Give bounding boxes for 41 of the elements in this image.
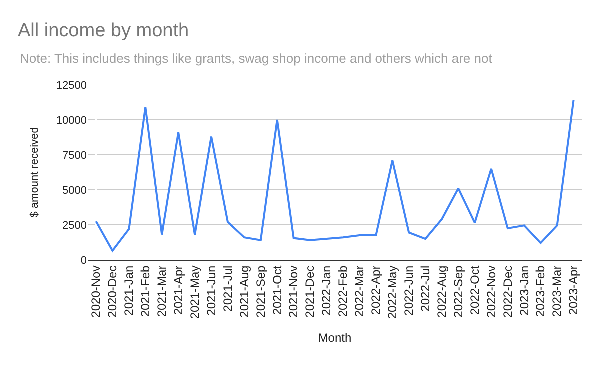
x-tick-label: 2021-Oct: [270, 265, 284, 316]
x-tick-label: 2023-Mar: [550, 266, 564, 318]
y-tick-label: 2500: [62, 220, 87, 232]
x-tick-label: 2021-Feb: [138, 265, 153, 318]
y-tick-label: 7500: [62, 150, 87, 162]
y-tick-label: 12500: [56, 80, 87, 92]
chart-subtitle: Note: This includes things like grants, swag shop income and others which are not: [20, 51, 493, 66]
x-tick-label: 2021-Mar: [155, 266, 169, 318]
x-tick-label: 2021-Jan: [122, 266, 136, 316]
x-tick-label: 2022-Dec: [500, 266, 515, 318]
x-tick-label: 2021-Jul: [220, 266, 235, 312]
x-tick-label: 2022-Mar: [352, 266, 367, 318]
y-axis-title: $ amount received: [29, 127, 42, 218]
x-tick-label: 2020-Dec: [106, 266, 120, 318]
line-series: [95, 99, 575, 252]
x-tick-label: 2023-Feb: [534, 265, 548, 318]
x-tick-label: 2021-May: [188, 266, 202, 320]
x-tick-label: 2021-Aug: [237, 266, 252, 318]
x-tick-label: 2022-Oct: [468, 265, 482, 316]
x-tick-label: 2022-Feb: [336, 265, 350, 318]
chart-title: All income by month: [18, 20, 190, 42]
x-tick-label: 2023-Jan: [517, 266, 532, 316]
x-tick-label: 2021-Sep: [254, 265, 268, 318]
x-tick-label: 2022-Aug: [434, 266, 449, 318]
x-tick-label: 2021-Apr: [171, 266, 186, 316]
x-tick-label: 2022-Jan: [320, 266, 334, 316]
x-axis-title: Month: [318, 331, 352, 346]
x-tick-label: 2020-Nov: [89, 266, 104, 318]
x-tick-label: 2022-Nov: [484, 266, 498, 318]
y-tick-label: 0: [80, 254, 87, 267]
x-tick-label: 2022-Sep: [451, 265, 466, 318]
y-tick-label: 10000: [56, 114, 87, 127]
x-tick-label: 2022-Jun: [402, 266, 416, 316]
y-tick-label: 5000: [62, 184, 87, 197]
x-tick-label: 2023-Apr: [566, 266, 581, 316]
x-tick-label: 2021-Jun: [204, 266, 218, 316]
x-tick-label: 2022-Jul: [418, 266, 432, 312]
x-tick-label: 2021-Nov: [286, 266, 301, 318]
x-tick-label: 2021-Dec: [303, 266, 318, 318]
x-tick-label: 2022-May: [386, 266, 400, 320]
x-tick-label: 2022-Apr: [369, 266, 384, 316]
